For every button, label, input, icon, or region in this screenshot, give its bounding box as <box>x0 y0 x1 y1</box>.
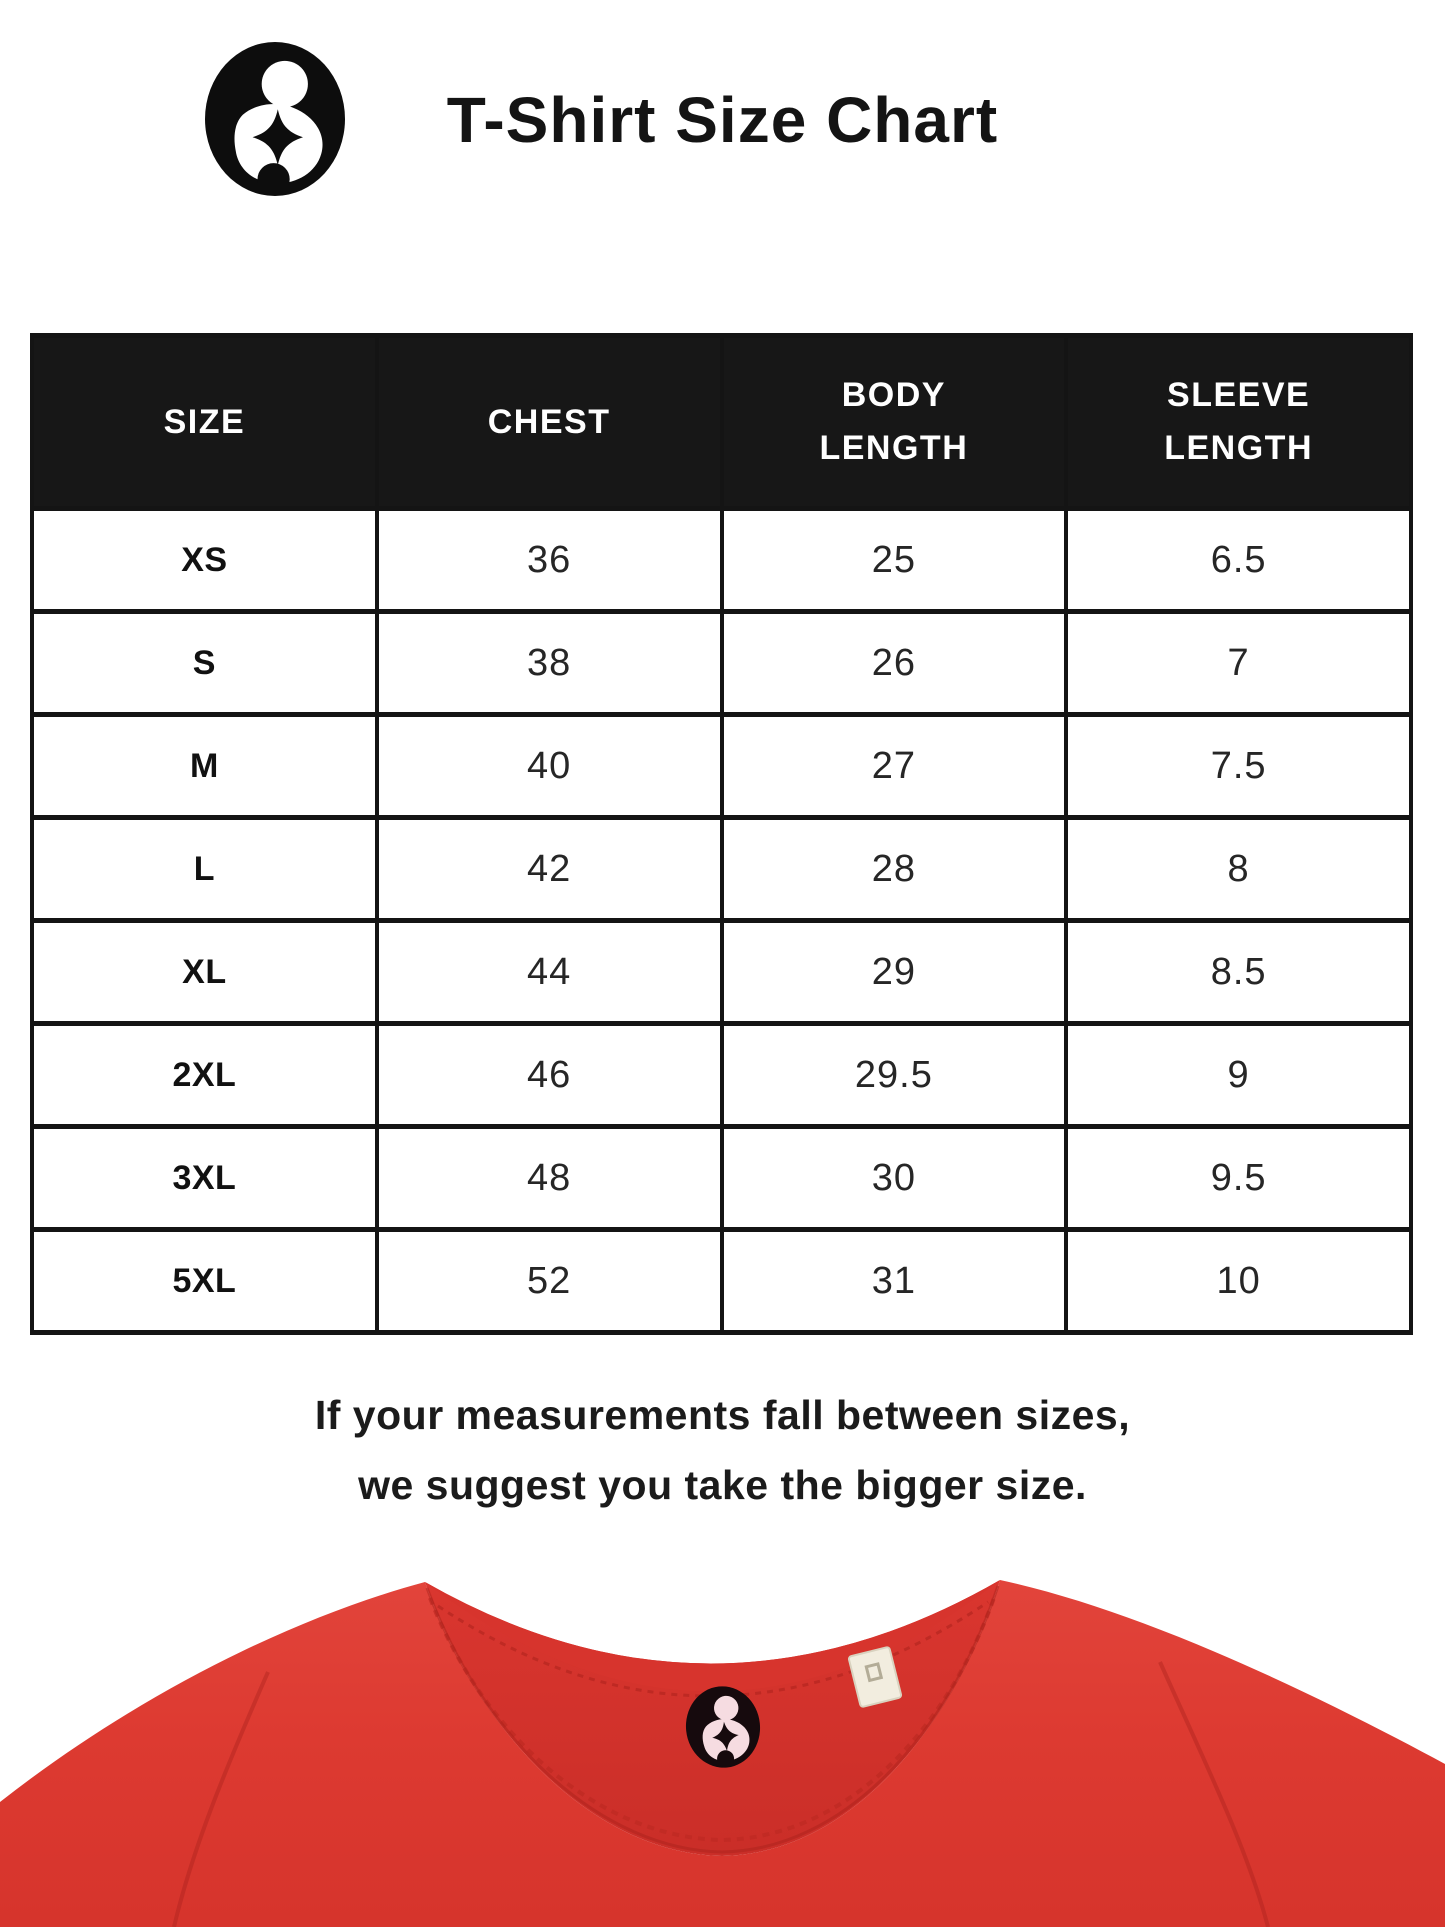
body-length-value: 29.5 <box>719 1021 1069 1129</box>
table-header-row: SIZE CHEST BODY LENGTH SLEEVE LENGTH <box>30 333 1413 511</box>
table-row: XL 44 29 8.5 <box>30 918 1413 1026</box>
body-length-value: 31 <box>719 1227 1069 1335</box>
nursing-mother-logo-icon <box>205 42 345 196</box>
chest-value: 36 <box>374 506 724 614</box>
sizing-note-line-2: we suggest you take the bigger size. <box>358 1462 1087 1508</box>
chest-value: 48 <box>374 1124 724 1232</box>
chest-value: 42 <box>374 815 724 923</box>
size-value: 5XL <box>30 1227 379 1335</box>
collar-seam-stitching <box>428 1594 997 1843</box>
collar-brand-label-icon <box>685 1686 761 1768</box>
size-value: XL <box>30 918 379 1026</box>
body-length-value: 25 <box>719 506 1069 614</box>
body-length-value: 28 <box>719 815 1069 923</box>
size-value: 3XL <box>30 1124 379 1232</box>
tshirt-body <box>0 1580 1445 1927</box>
sleeve-length-value: 7.5 <box>1064 712 1413 820</box>
table-row: 3XL 48 30 9.5 <box>30 1124 1413 1232</box>
chest-value: 52 <box>374 1227 724 1335</box>
size-value: 2XL <box>30 1021 379 1129</box>
chest-value: 46 <box>374 1021 724 1129</box>
table-row: 2XL 46 29.5 9 <box>30 1021 1413 1129</box>
tshirt-photo <box>0 1580 1445 1927</box>
chest-value: 38 <box>374 609 724 717</box>
sizing-note: If your measurements fall between sizes,… <box>0 1380 1445 1520</box>
right-sleeve-seam <box>1158 1661 1270 1927</box>
sleeve-length-value: 10 <box>1064 1227 1413 1335</box>
table-row: 5XL 52 31 10 <box>30 1227 1413 1335</box>
chest-value: 44 <box>374 918 724 1026</box>
sizing-note-line-1: If your measurements fall between sizes, <box>314 1392 1131 1438</box>
column-header-chest: CHEST <box>374 333 724 511</box>
sleeve-length-value: 9 <box>1064 1021 1413 1129</box>
table-row: S 38 26 7 <box>30 609 1413 717</box>
sleeve-length-value: 7 <box>1064 609 1413 717</box>
size-value: XS <box>30 506 379 614</box>
page-title: T-Shirt Size Chart <box>446 84 999 156</box>
sleeve-length-value: 8 <box>1064 815 1413 923</box>
size-value: M <box>30 712 379 820</box>
tshirt-back-neckband <box>425 1580 1000 1692</box>
column-header-size: SIZE <box>30 333 379 511</box>
table-row: XS 36 25 6.5 <box>30 506 1413 614</box>
body-length-value: 27 <box>719 712 1069 820</box>
sleeve-length-value: 8.5 <box>1064 918 1413 1026</box>
collar-edge-shadow <box>425 1585 1000 1854</box>
column-header-body-length: BODY LENGTH <box>719 333 1069 511</box>
size-chart-table: SIZE CHEST BODY LENGTH SLEEVE LENGTH XS … <box>30 333 1413 1335</box>
body-length-value: 26 <box>719 609 1069 717</box>
sleeve-length-value: 6.5 <box>1064 506 1413 614</box>
table-row: M 40 27 7.5 <box>30 712 1413 820</box>
chest-value: 40 <box>374 712 724 820</box>
size-value: L <box>30 815 379 923</box>
table-row: L 42 28 8 <box>30 815 1413 923</box>
sleeve-length-value: 9.5 <box>1064 1124 1413 1232</box>
size-tag <box>847 1646 903 1708</box>
body-length-value: 30 <box>719 1124 1069 1232</box>
body-length-value: 29 <box>719 918 1069 1026</box>
column-header-sleeve-length: SLEEVE LENGTH <box>1064 333 1413 511</box>
left-sleeve-seam <box>172 1671 270 1927</box>
size-value: S <box>30 609 379 717</box>
